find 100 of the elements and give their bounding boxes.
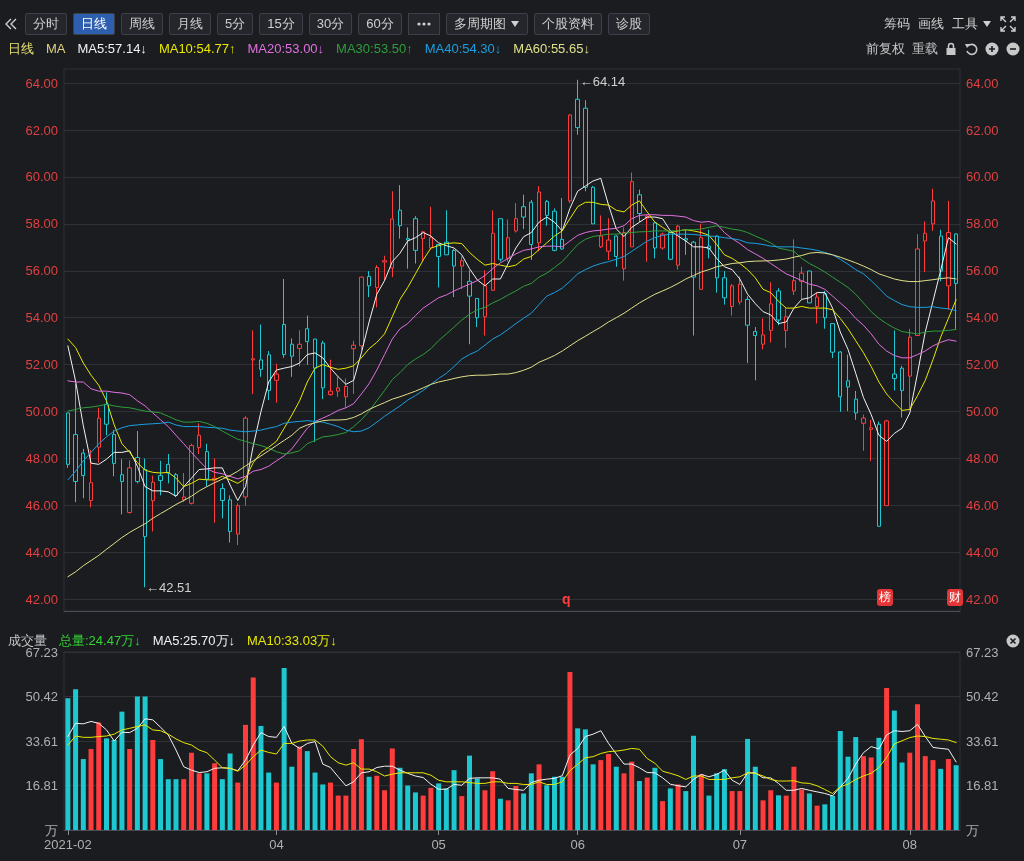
candlestick — [467, 269, 472, 345]
bar — [96, 722, 102, 830]
candlestick — [745, 295, 750, 364]
bar — [559, 776, 565, 830]
bar — [420, 795, 426, 830]
bar — [111, 739, 117, 830]
bar — [845, 756, 851, 830]
bar — [907, 752, 913, 830]
candlestick — [166, 453, 170, 484]
bar — [837, 730, 843, 830]
y-tick-label: 42.00 — [966, 591, 999, 607]
bar — [366, 776, 372, 830]
text: MA10:54.77↑ — [158, 41, 236, 56]
candlestick — [630, 171, 634, 248]
candlestick — [406, 226, 410, 270]
bar — [590, 764, 596, 830]
bar — [467, 755, 473, 830]
bar — [721, 769, 727, 830]
candlestick — [151, 475, 155, 532]
candlestick — [915, 233, 920, 337]
bar — [335, 795, 341, 830]
bar — [297, 746, 303, 830]
annotation: 财 — [947, 589, 963, 606]
bar — [327, 782, 333, 830]
bar — [188, 752, 194, 830]
candlestick — [491, 209, 495, 292]
candlestick — [684, 228, 688, 256]
bar — [598, 760, 604, 830]
bar — [127, 748, 133, 830]
bar — [814, 805, 820, 830]
candlestick — [351, 340, 356, 395]
bar — [528, 773, 534, 830]
bar — [173, 779, 179, 830]
bar — [119, 711, 125, 830]
candlestick — [722, 270, 727, 306]
x-tick-label: 06 — [570, 837, 585, 852]
candlestick — [707, 229, 711, 259]
candlestick — [498, 218, 503, 263]
bar — [80, 759, 86, 830]
text: MA40:54.30↓ — [424, 41, 502, 56]
bar — [474, 778, 480, 830]
bar — [876, 737, 882, 830]
candlestick — [614, 234, 618, 268]
bar — [683, 791, 689, 830]
y-tick-label: 54.00 — [966, 310, 999, 326]
candlestick — [182, 472, 186, 503]
text: 筹码 — [884, 15, 910, 33]
candlestick — [799, 266, 804, 300]
candlestick — [375, 264, 379, 308]
candlestick — [877, 420, 881, 527]
x-tick-label: 05 — [431, 837, 446, 852]
candlestick — [483, 269, 487, 337]
candlestick — [838, 350, 842, 413]
candlestick — [869, 419, 873, 462]
candlestick — [807, 270, 812, 304]
text: 5分 — [217, 13, 254, 35]
candlestick — [769, 281, 773, 344]
candlestick — [776, 287, 781, 326]
candlestick — [699, 223, 703, 290]
bar — [374, 775, 380, 830]
bar — [412, 792, 418, 830]
bar — [915, 704, 921, 830]
candlestick — [290, 337, 294, 378]
text: 30分 — [308, 13, 353, 35]
candlestick — [220, 482, 225, 519]
y-tick-label: 44.00 — [966, 544, 999, 560]
bar — [103, 738, 109, 830]
bar — [158, 759, 164, 830]
bar — [575, 728, 581, 830]
bar — [799, 789, 805, 830]
text: MA5:57.14↓ — [77, 41, 147, 56]
candlestick — [900, 365, 904, 418]
bar — [181, 779, 187, 830]
text: MA5:25.70万↓ — [152, 633, 236, 648]
candlestick — [753, 326, 757, 381]
x-tick-label: 08 — [902, 837, 918, 852]
bar — [312, 772, 318, 830]
candlestick — [738, 275, 742, 306]
candlestick — [251, 329, 255, 395]
candlestick — [475, 297, 479, 328]
candlestick — [606, 217, 611, 261]
annotation: q — [562, 591, 571, 607]
candlestick — [413, 215, 418, 265]
x-tick-label: 07 — [732, 837, 748, 852]
bar — [536, 764, 542, 830]
bar — [860, 756, 866, 830]
text: 多周期图 — [445, 13, 528, 35]
text: 画线 — [918, 15, 944, 33]
candlestick — [529, 199, 533, 261]
bar — [822, 804, 828, 830]
candlestick — [158, 460, 163, 496]
candlestick — [575, 79, 580, 136]
bar — [884, 688, 890, 830]
bar — [752, 766, 758, 830]
candlestick — [591, 185, 595, 225]
y-tick-label: 52.00 — [966, 357, 999, 373]
bar — [513, 786, 519, 830]
candlestick — [282, 278, 286, 359]
bar — [706, 795, 712, 830]
y-tick-label: 48.00 — [966, 450, 999, 466]
